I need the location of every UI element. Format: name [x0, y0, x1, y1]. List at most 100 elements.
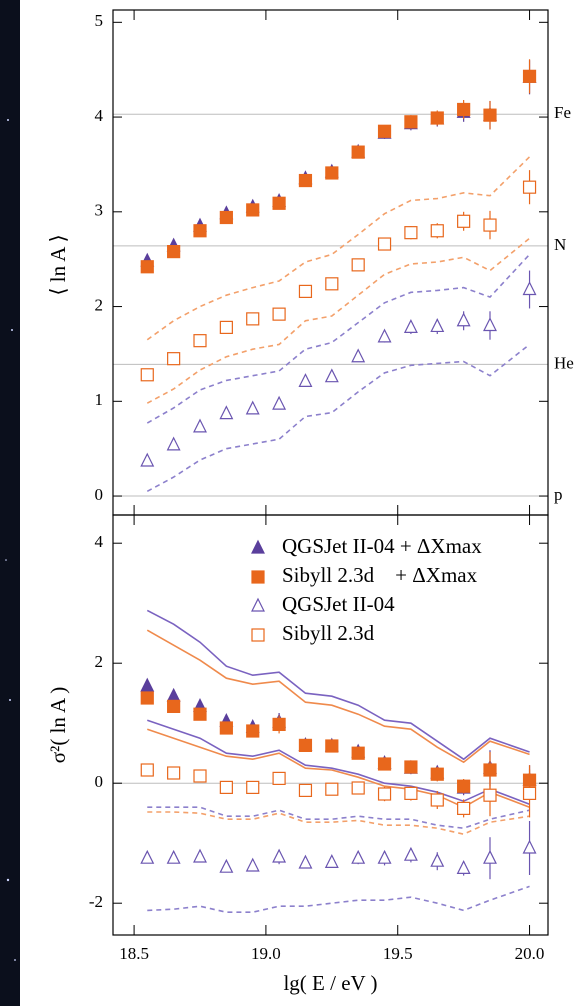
- data-point: [522, 180, 537, 194]
- y-tick-label: 2: [95, 652, 104, 671]
- data-point: [246, 312, 260, 326]
- data-point: [457, 102, 471, 117]
- data-point: [298, 738, 313, 753]
- data-point: [167, 699, 181, 714]
- x-tick-label: 18.5: [119, 944, 149, 963]
- data-point: [193, 224, 207, 238]
- data-point: [377, 787, 392, 801]
- data-point: [404, 760, 418, 774]
- data-point: [219, 721, 233, 735]
- data-point: [272, 395, 287, 410]
- model-line: [146, 343, 531, 493]
- data-point: [140, 368, 154, 382]
- model-line: [146, 629, 530, 764]
- legend-label: QGSJet II-04: [282, 592, 395, 616]
- y-tick-label: 4: [95, 532, 104, 551]
- data-point: [351, 348, 366, 363]
- data-point: [245, 400, 260, 415]
- data-point: [325, 277, 339, 291]
- data-point: [325, 782, 339, 796]
- data-point: [166, 436, 181, 451]
- data-point: [456, 312, 471, 327]
- x-axis-label: lg( E / eV ): [283, 971, 377, 995]
- data-point: [457, 214, 471, 228]
- y-tick-label: 2: [95, 295, 104, 314]
- legend-marker: [251, 597, 265, 612]
- data-point: [140, 677, 155, 692]
- data-point: [457, 801, 471, 816]
- legend-label: Sibyll 2.3d: [282, 621, 375, 645]
- data-point: [377, 328, 392, 343]
- data-point: [456, 860, 471, 874]
- data-point: [351, 781, 365, 795]
- data-point: [430, 111, 444, 125]
- y-tick-label: 3: [95, 201, 104, 220]
- data-point: [430, 224, 444, 238]
- data-point: [140, 452, 155, 467]
- y-tick-label: 0: [95, 772, 104, 791]
- data-point: [324, 854, 339, 868]
- data-point: [522, 69, 537, 83]
- data-point: [324, 368, 339, 383]
- data-point: [377, 757, 392, 771]
- data-point: [522, 786, 537, 801]
- model-line: [146, 237, 531, 404]
- data-point: [193, 769, 207, 783]
- data-point: [298, 284, 313, 298]
- data-point: [272, 196, 286, 210]
- data-point: [377, 237, 392, 251]
- data-point: [298, 854, 313, 869]
- model-line: [146, 609, 530, 761]
- plot-frame: [112, 514, 549, 936]
- data-point: [140, 691, 154, 705]
- figure-background: [20, 0, 581, 1006]
- data-point: [483, 218, 497, 232]
- data-point: [430, 318, 445, 333]
- data-point: [483, 108, 497, 122]
- legend-label: Sibyll 2.3d + ΔXmax: [282, 563, 478, 587]
- data-point: [404, 786, 418, 801]
- y-tick-label: 0: [95, 485, 104, 504]
- data-point: [351, 746, 365, 760]
- data-point: [246, 780, 260, 795]
- legend-marker: [251, 628, 265, 642]
- data-point: [377, 124, 392, 138]
- data-point: [272, 848, 287, 863]
- model-line: [147, 728, 530, 809]
- data-point: [483, 788, 497, 802]
- data-point: [272, 717, 286, 732]
- data-point: [167, 245, 181, 259]
- y-tick-label: 1: [95, 390, 104, 409]
- data-point: [140, 763, 154, 777]
- data-point: [325, 166, 339, 180]
- data-point: [193, 848, 207, 863]
- data-point: [483, 317, 497, 332]
- data-point: [430, 793, 444, 807]
- data-point: [193, 707, 207, 721]
- legend-marker: [251, 539, 265, 554]
- data-point: [246, 724, 260, 738]
- x-tick-label: 20.0: [515, 944, 545, 963]
- data-point: [325, 739, 339, 753]
- data-point: [522, 839, 537, 854]
- data-point: [219, 210, 233, 225]
- reference-label: He: [554, 353, 574, 372]
- data-point: [219, 780, 233, 795]
- data-point: [140, 849, 155, 864]
- reference-label: N: [554, 235, 566, 254]
- model-line: [146, 156, 531, 341]
- data-point: [457, 779, 471, 793]
- data-point: [167, 352, 181, 366]
- data-point: [430, 852, 445, 867]
- data-point: [219, 405, 234, 420]
- data-point: [403, 319, 418, 334]
- data-point: [430, 767, 444, 781]
- data-point: [298, 173, 313, 188]
- y-axis-label: σ²( ln A ): [46, 687, 70, 764]
- data-point: [245, 857, 260, 872]
- data-point: [351, 849, 366, 864]
- x-tick-label: 19.5: [383, 944, 413, 963]
- model-line: [146, 253, 531, 424]
